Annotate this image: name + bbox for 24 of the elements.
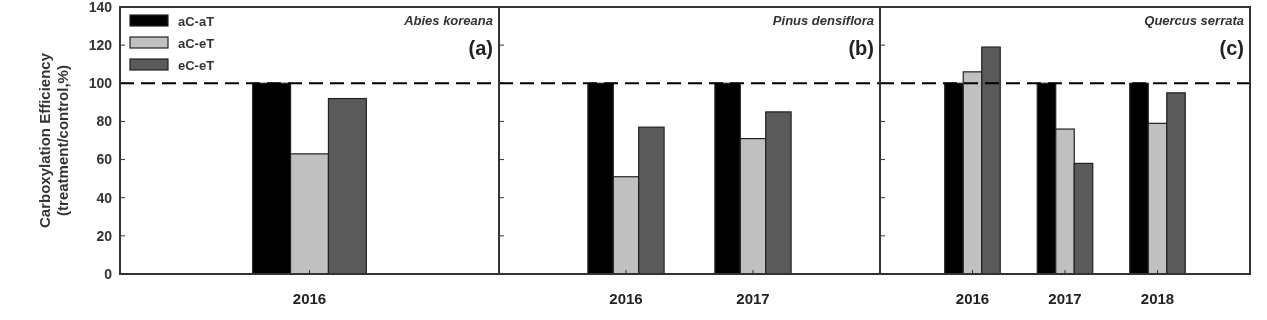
annotation: (b) xyxy=(848,37,874,59)
legend-label: aC-aT xyxy=(178,13,215,29)
y-tick-label: 140 xyxy=(88,0,113,15)
x-tick-label: 2016 xyxy=(292,290,327,307)
x-tick-label: 2016 xyxy=(955,290,990,307)
text: Pinus densiflora xyxy=(772,13,874,28)
y-tick-label: 80 xyxy=(96,113,113,130)
text: Abies koreana xyxy=(403,13,493,28)
y-tick-label: 100 xyxy=(88,75,113,92)
x-tick-label: 2017 xyxy=(1048,290,1082,307)
y-tick-label: 0 xyxy=(104,265,113,282)
text: Quercus serrata xyxy=(1144,13,1244,28)
y-tick-label: 120 xyxy=(88,37,113,54)
x-tick-label: 2018 xyxy=(1140,290,1175,307)
y-tick-label: 60 xyxy=(96,151,113,168)
x-tick-label: 2016 xyxy=(609,290,643,307)
annotation: (a) xyxy=(468,37,493,59)
annotation: (c) xyxy=(1219,37,1244,59)
y-tick-label: 40 xyxy=(96,189,113,206)
legend-label: aC-eT xyxy=(178,35,215,51)
y-axis-title: Carboxylation Efficiency (treatment/control,%) xyxy=(36,52,71,229)
legend-label: eC-eT xyxy=(178,57,215,73)
y-tick-label: 20 xyxy=(96,227,113,244)
x-tick-label: 2017 xyxy=(736,290,770,307)
